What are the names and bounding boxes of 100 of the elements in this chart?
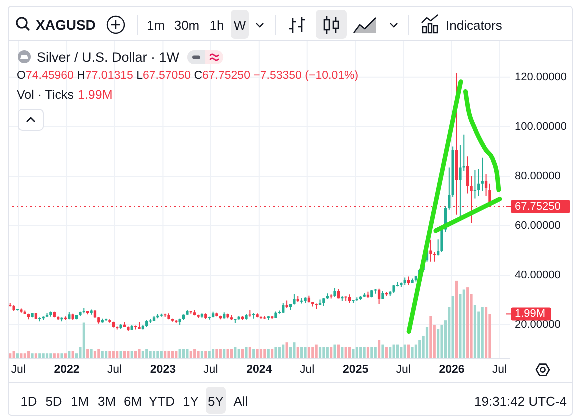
bar (360, 346, 362, 358)
bar (300, 346, 304, 358)
bar (462, 290, 466, 358)
bar (42, 354, 45, 358)
bar (348, 346, 352, 358)
bar (366, 346, 370, 358)
bar (430, 316, 432, 358)
bar (194, 349, 196, 358)
x-tick-label: 2023 (150, 364, 176, 376)
bar (186, 349, 189, 358)
bar (278, 346, 281, 358)
bar (230, 349, 234, 358)
y-tick-label: 100.00000 (515, 120, 567, 133)
candlestick (474, 170, 477, 199)
text: Silver / U.S. Dollar · 1W (37, 50, 180, 64)
bar (34, 354, 38, 358)
bar (274, 346, 278, 358)
bar (459, 294, 462, 358)
annotation: Vol · Ticks (17, 88, 74, 102)
candlestick (20, 308, 23, 313)
bar (256, 349, 259, 358)
bar (82, 322, 86, 358)
bar (411, 346, 414, 358)
bar (414, 344, 418, 358)
bar (289, 346, 292, 358)
bar (404, 344, 406, 358)
bar (116, 351, 119, 358)
bar (238, 349, 240, 358)
bar (31, 354, 34, 358)
bar (200, 351, 204, 358)
bar (474, 305, 477, 358)
bar (322, 346, 326, 358)
bar (426, 327, 429, 358)
bar (212, 349, 215, 358)
bar (337, 344, 340, 358)
text: 1M (70, 394, 90, 408)
candlestick (12, 305, 16, 312)
bar (68, 351, 71, 358)
bar (123, 351, 126, 358)
bar (234, 346, 237, 358)
x-tick-label: Jul (300, 364, 315, 376)
bar (344, 346, 348, 358)
bar (60, 354, 64, 358)
bar (53, 354, 56, 358)
text: 1Y (183, 394, 200, 408)
x-tick-label: Jul (107, 364, 122, 376)
bar (264, 349, 266, 358)
text: Indicators (446, 18, 503, 32)
y-tick-label: 80.00000 (515, 170, 561, 182)
candlestick (300, 298, 304, 304)
bar (57, 354, 60, 358)
bar (168, 351, 170, 358)
bar (418, 340, 422, 358)
bar (24, 354, 26, 358)
annotation: 1.99M (78, 88, 113, 102)
bar (481, 307, 484, 358)
bar (208, 351, 211, 358)
bar (94, 351, 97, 358)
bar (389, 346, 392, 358)
bar (46, 354, 49, 358)
text: 5Y (208, 394, 224, 408)
text: YTD (149, 394, 175, 408)
bar (171, 351, 174, 358)
bar (466, 288, 470, 358)
bar (248, 346, 252, 358)
text: 3M (98, 394, 116, 408)
y-tick-label: 40.00000 (515, 270, 561, 282)
candlestick (90, 310, 93, 315)
x-tick-label: 2025 (343, 364, 370, 376)
bar (308, 346, 310, 358)
bar (50, 354, 52, 358)
bar (304, 346, 307, 358)
bar (378, 340, 381, 358)
bar (437, 329, 440, 358)
bar (326, 346, 329, 358)
bar (152, 351, 156, 358)
text: All (234, 394, 248, 408)
text: 30m (174, 18, 200, 32)
bar (98, 349, 100, 358)
bar (245, 346, 248, 358)
bar (90, 349, 93, 358)
bar (363, 346, 366, 358)
bar (20, 354, 23, 358)
bar (105, 351, 108, 358)
bar (271, 349, 274, 358)
x-tick-label: Jul (492, 364, 508, 376)
y-tick-label: 120.00000 (515, 71, 567, 84)
bar (370, 346, 374, 358)
bar (282, 344, 285, 358)
bar (396, 344, 400, 358)
ref-line-label: 67.75250 (515, 200, 561, 213)
bar (130, 351, 134, 358)
bar (204, 351, 208, 358)
bar (392, 344, 396, 358)
y-tick-label: 20.00000 (515, 319, 561, 332)
text: 1h (210, 18, 224, 32)
bar (28, 351, 30, 358)
text: XAGUSD (36, 17, 96, 33)
x-tick-label: Jul (11, 364, 26, 376)
bar (86, 349, 90, 358)
